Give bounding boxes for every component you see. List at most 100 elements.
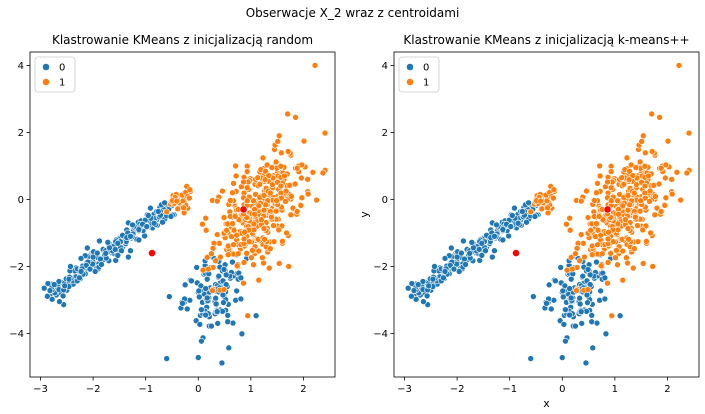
data-point — [618, 174, 626, 181]
data-point — [509, 212, 516, 219]
x-tick-label: 0 — [195, 384, 201, 395]
data-point — [65, 275, 73, 283]
data-point — [482, 247, 489, 254]
data-point — [668, 176, 675, 183]
data-point — [527, 208, 535, 216]
data-point — [243, 250, 250, 257]
data-point — [141, 232, 148, 240]
data-point — [641, 182, 649, 190]
data-point — [577, 231, 585, 238]
data-point — [240, 279, 247, 287]
data-point — [448, 244, 455, 252]
data-point — [614, 261, 621, 269]
data-point — [647, 229, 654, 237]
data-point — [59, 292, 67, 300]
data-point — [181, 281, 189, 289]
data-point — [77, 255, 85, 262]
data-point — [478, 240, 486, 247]
data-point — [562, 337, 569, 345]
data-point — [607, 168, 615, 175]
data-point — [632, 213, 639, 221]
data-point — [632, 164, 640, 171]
data-point — [577, 308, 585, 315]
data-point — [499, 226, 507, 233]
data-point — [114, 252, 122, 259]
data-point — [625, 176, 633, 183]
data-point — [186, 194, 193, 202]
data-point — [213, 308, 221, 315]
data-point — [648, 110, 655, 118]
data-point — [186, 186, 194, 194]
data-point — [284, 110, 291, 118]
data-point — [601, 274, 609, 282]
data-point — [230, 241, 237, 248]
data-point — [260, 206, 268, 214]
data-point — [311, 62, 319, 69]
figure-suptitle: Obserwacje X_2 wraz z centroidami — [245, 6, 460, 20]
data-point — [576, 300, 584, 308]
data-point — [97, 255, 104, 263]
data-point — [466, 250, 474, 257]
data-point — [241, 228, 248, 236]
data-point — [578, 320, 586, 327]
y-tick-label: −4 — [9, 329, 24, 340]
legend-marker — [42, 63, 50, 71]
data-point — [662, 194, 670, 202]
data-point — [584, 286, 592, 293]
x-tick-label: 1 — [612, 384, 618, 395]
data-point — [255, 247, 263, 255]
data-point — [673, 168, 681, 176]
data-point — [566, 285, 573, 292]
x-tick-label: 2 — [300, 384, 306, 395]
data-point — [597, 287, 604, 295]
data-point — [651, 211, 659, 219]
data-point — [240, 235, 248, 243]
data-point — [321, 129, 329, 137]
data-point — [604, 178, 611, 186]
data-point — [233, 287, 240, 295]
data-point — [567, 275, 575, 283]
data-point — [244, 312, 252, 319]
data-point — [631, 245, 638, 252]
data-point — [589, 344, 597, 352]
data-point — [274, 138, 281, 145]
data-point — [450, 265, 458, 273]
data-point — [588, 312, 596, 319]
data-point — [199, 266, 207, 274]
data-point — [453, 253, 461, 261]
data-point — [623, 154, 631, 162]
data-point — [560, 293, 567, 301]
data-point — [167, 213, 175, 220]
data-point — [607, 250, 614, 257]
data-point — [111, 246, 119, 253]
data-point — [292, 114, 299, 121]
x-tick-label: −3 — [397, 384, 412, 395]
data-point — [594, 226, 602, 234]
data-point — [260, 192, 268, 199]
data-point — [76, 274, 83, 282]
data-point — [557, 264, 565, 271]
data-point — [657, 208, 665, 215]
data-point — [429, 275, 437, 283]
data-point — [166, 293, 173, 300]
x-tick-label: −2 — [86, 384, 101, 395]
data-point — [543, 299, 550, 307]
data-point — [250, 220, 258, 228]
data-point — [423, 292, 431, 300]
y-tick-label: −2 — [9, 262, 24, 273]
data-point — [291, 180, 299, 188]
data-point — [202, 311, 209, 319]
data-point — [598, 250, 606, 257]
data-point — [261, 235, 268, 243]
data-point — [56, 298, 63, 305]
data-point — [267, 245, 274, 252]
data-point — [615, 210, 622, 218]
data-point — [531, 213, 539, 220]
data-point — [648, 148, 656, 155]
data-point — [255, 276, 263, 284]
data-point — [202, 285, 209, 292]
data-point — [419, 278, 427, 285]
data-point — [616, 312, 624, 319]
data-point — [202, 214, 209, 222]
data-point — [619, 276, 627, 284]
